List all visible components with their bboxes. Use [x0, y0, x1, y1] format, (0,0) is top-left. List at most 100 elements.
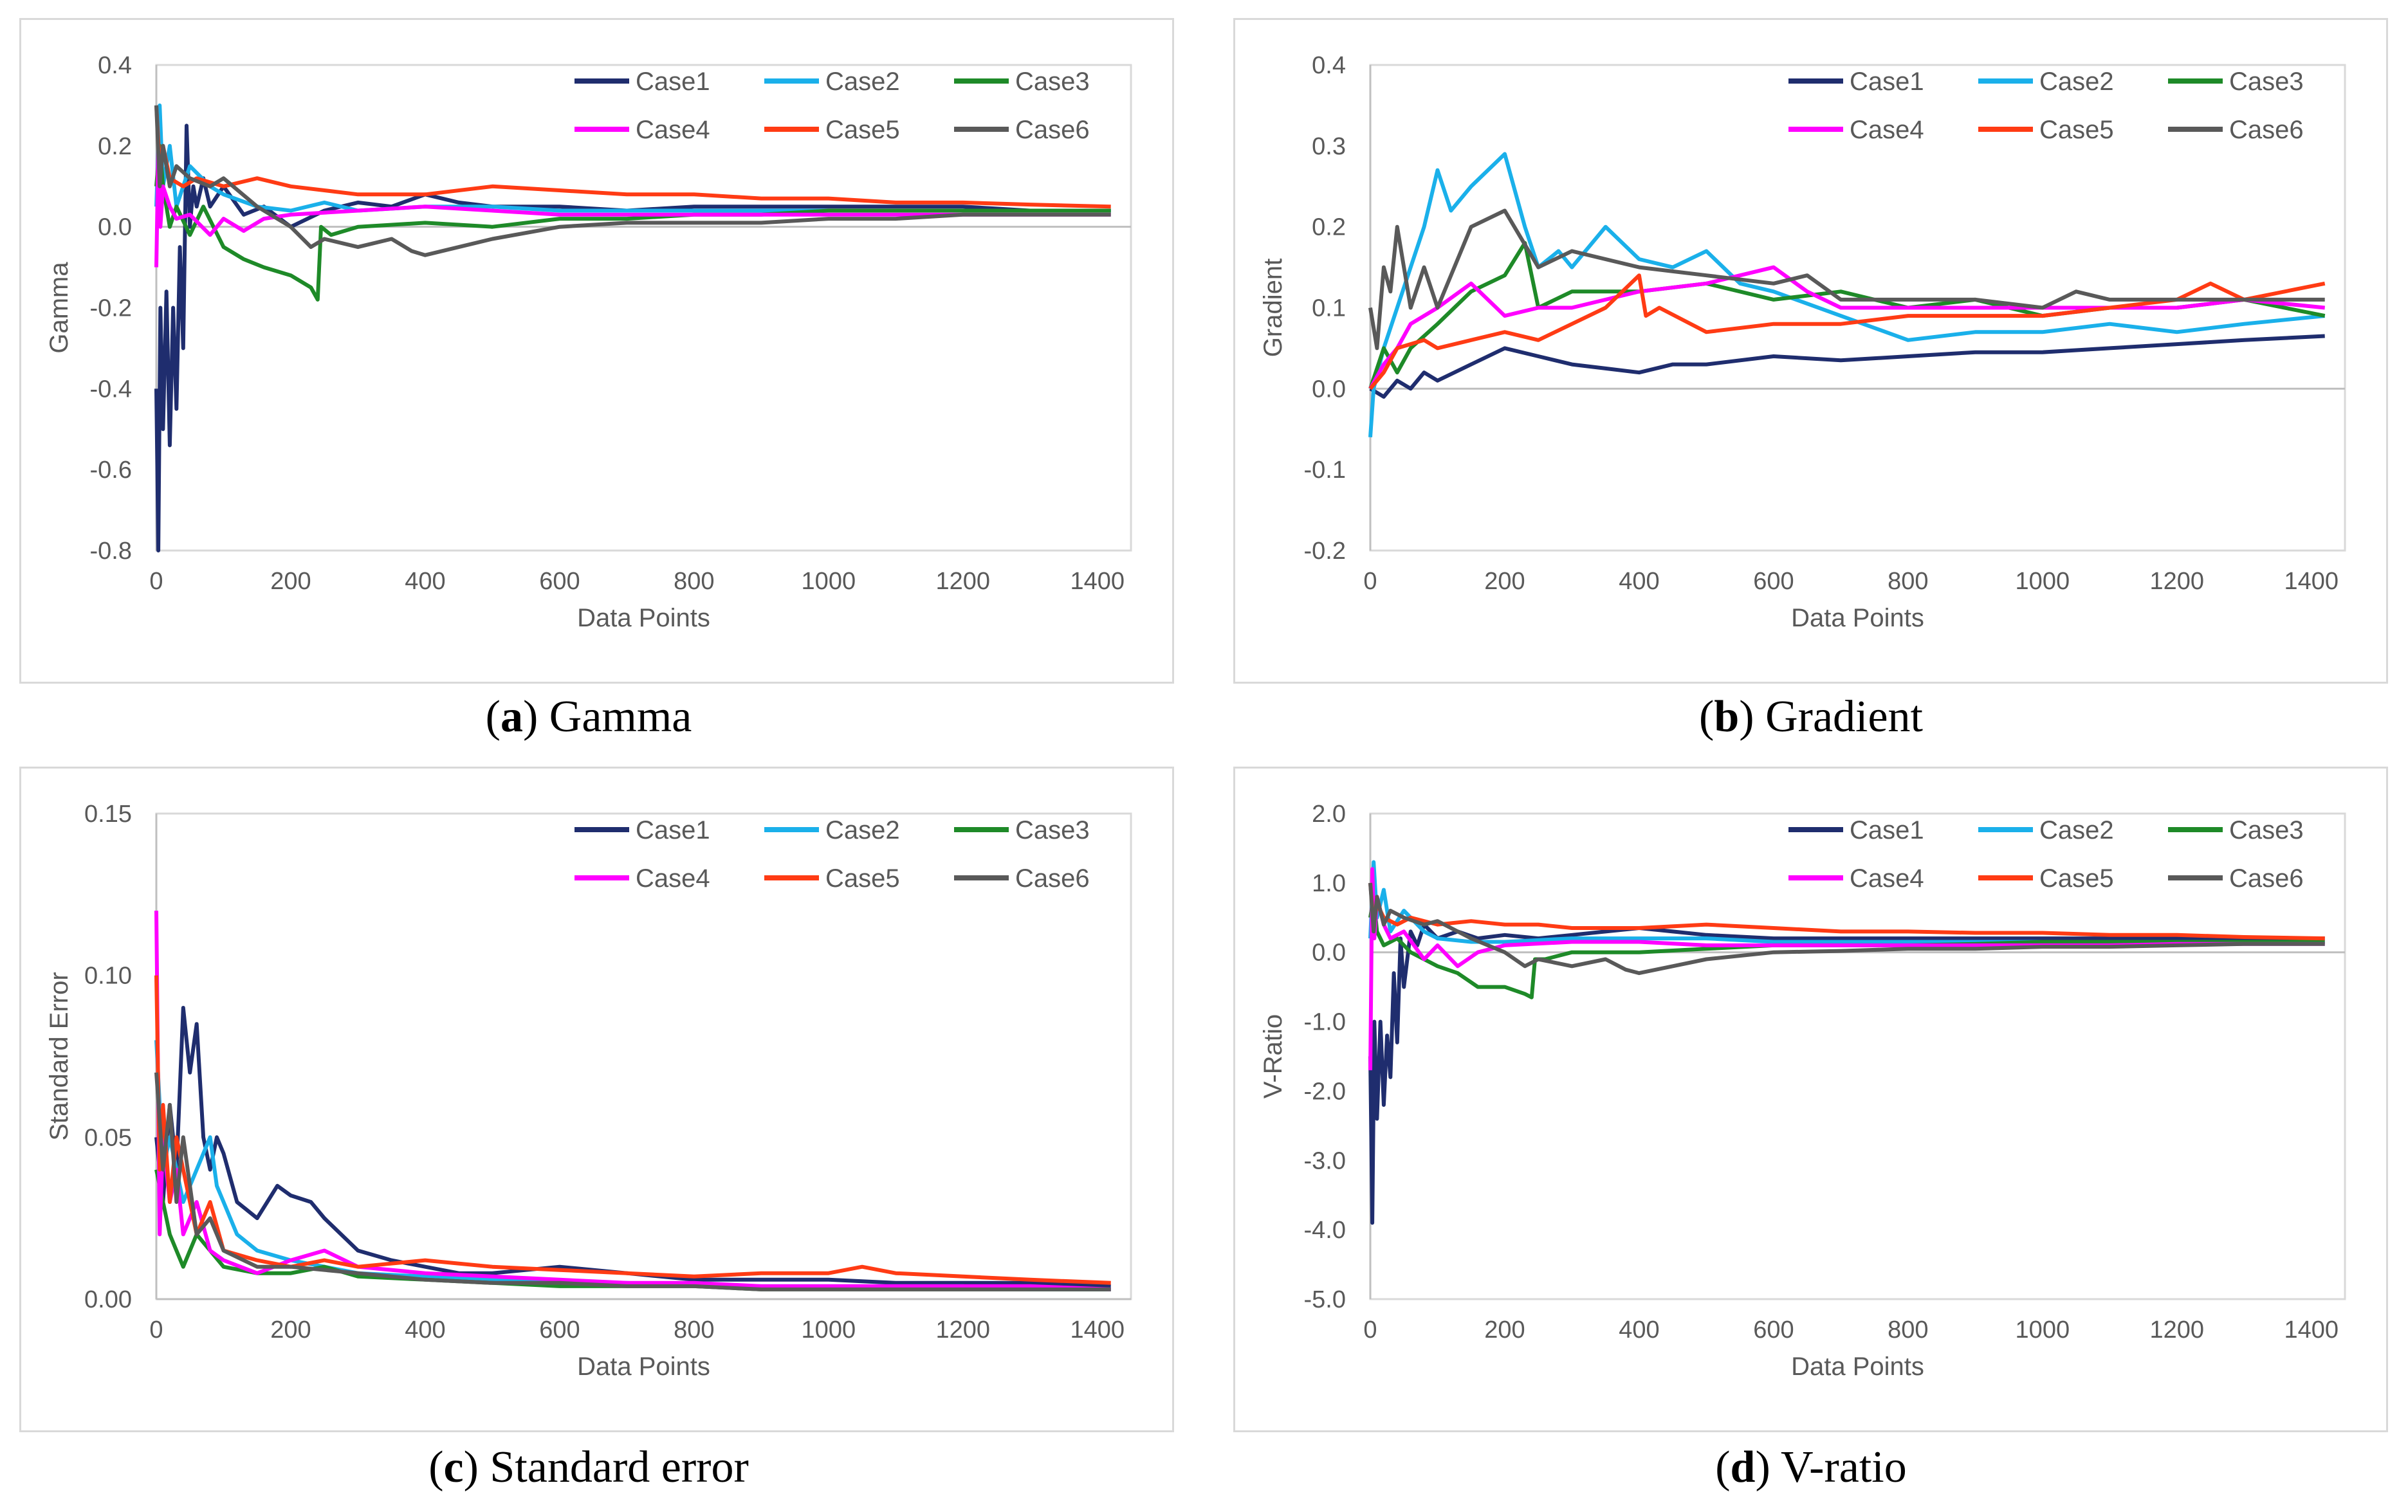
caption-a: (a) Gamma — [485, 692, 692, 742]
y-tick-label: 0.0 — [98, 214, 132, 241]
series-line-case6 — [1368, 882, 2325, 976]
y-tick-label: 0.0 — [1312, 376, 1346, 403]
legend-label: Case4 — [1850, 116, 1924, 144]
y-axis-label: Gradient — [1259, 259, 1287, 357]
x-tick-label: 1200 — [2150, 1316, 2205, 1343]
series-line-case5 — [154, 105, 1111, 209]
x-tick-label: 600 — [539, 568, 580, 595]
series-line-case3 — [154, 1169, 1111, 1291]
legend-label: Case6 — [1015, 116, 1090, 144]
x-tick-label: 200 — [270, 568, 311, 595]
legend-label: Case2 — [2039, 816, 2114, 844]
x-tick-label: 800 — [1888, 568, 1928, 595]
y-tick-label: 0.4 — [98, 52, 132, 79]
legend-label: Case4 — [1850, 864, 1924, 893]
y-tick-label: 0.00 — [84, 1286, 132, 1313]
x-tick-label: 0 — [149, 568, 163, 595]
x-tick-label: 1400 — [2284, 568, 2339, 595]
x-tick-label: 200 — [1484, 1316, 1525, 1343]
series-line-case4 — [1368, 867, 2325, 1071]
x-tick-label: 1000 — [802, 1316, 856, 1343]
chart-panel-b: -0.2 -0.1 0.0 0.1 0.2 0.3 0.4 0 200 400 600 800 1000… — [1233, 18, 2388, 684]
series-line-case2 — [1368, 152, 2325, 438]
x-axis-label: Data Points — [1791, 604, 1924, 632]
x-tick-label: 1400 — [1070, 1316, 1125, 1343]
y-tick-label: -0.8 — [90, 538, 132, 565]
series-line-case5 — [154, 975, 1111, 1285]
legend-label: Case1 — [636, 816, 710, 844]
caption-b: (b) Gradient — [1699, 692, 1923, 742]
legend-label: Case1 — [1850, 68, 1924, 96]
caption-c: (c) Standard error — [428, 1443, 749, 1492]
x-tick-label: 600 — [1753, 568, 1794, 595]
series-line-case3 — [1368, 241, 2326, 390]
x-tick-label: 400 — [405, 568, 445, 595]
x-tick-label: 1400 — [1070, 568, 1125, 595]
y-tick-label: -0.4 — [90, 376, 132, 403]
x-tick-label: 1200 — [936, 1316, 991, 1343]
legend-label: Case6 — [2229, 116, 2304, 144]
x-tick-label: 0 — [1363, 568, 1377, 595]
y-tick-label: -2.0 — [1304, 1078, 1346, 1105]
x-axis-label: Data Points — [1791, 1353, 1924, 1381]
x-tick-label: 1200 — [2150, 568, 2205, 595]
chart-panel-a: -0.8 -0.6 -0.4 -0.2 0.0 0.2 0.4 0 200 400 600 800 10… — [19, 18, 1174, 684]
chart-svg-a: -0.8 -0.6 -0.4 -0.2 0.0 0.2 0.4 0 200 400 600 800 10… — [45, 52, 1132, 632]
y-tick-label: 0.0 — [1312, 940, 1346, 967]
x-tick-label: 400 — [405, 1316, 445, 1343]
x-tick-label: 800 — [1888, 1316, 1928, 1343]
x-tick-label: 200 — [1484, 568, 1525, 595]
legend-label: Case3 — [1015, 68, 1090, 96]
y-tick-label: -0.2 — [1304, 538, 1346, 565]
y-tick-label: -5.0 — [1304, 1286, 1346, 1313]
y-tick-label: 0.10 — [84, 963, 132, 990]
y-tick-label: 0.1 — [1312, 295, 1346, 322]
y-axis-label: Gamma — [45, 262, 73, 354]
x-tick-label: 1000 — [2016, 568, 2070, 595]
legend-label: Case2 — [825, 816, 900, 844]
x-tick-label: 0 — [149, 1316, 163, 1343]
legend-label: Case6 — [2229, 864, 2304, 893]
chart-panel-d: -5.0 -4.0 -3.0 -2.0 -1.0 0.0 1.0 2.0 0 200 400 600 8… — [1233, 767, 2388, 1432]
series-line-case1 — [1369, 334, 2325, 399]
legend-label: Case5 — [2039, 864, 2114, 893]
x-tick-label: 800 — [674, 1316, 714, 1343]
legend-label: Case1 — [1850, 816, 1924, 844]
legend-label: Case4 — [636, 864, 710, 893]
x-tick-label: 800 — [674, 568, 714, 595]
x-tick-label: 600 — [539, 1316, 580, 1343]
chart-panel-c: 0.00 0.05 0.10 0.15 0 200 400 600 800 1000 1200 140… — [19, 767, 1174, 1432]
x-tick-label: 200 — [270, 1316, 311, 1343]
y-tick-label: -0.6 — [90, 457, 132, 484]
x-axis-label: Data Points — [577, 604, 710, 632]
series-line-case1 — [154, 123, 1111, 552]
y-tick-label: 0.05 — [84, 1124, 132, 1151]
x-tick-label: 1200 — [936, 568, 991, 595]
x-tick-label: 400 — [1619, 568, 1659, 595]
y-tick-label: 0.2 — [1312, 214, 1346, 241]
legend-label: Case2 — [2039, 68, 2114, 96]
caption-d: (d) V-ratio — [1715, 1443, 1907, 1492]
series-line-case2 — [154, 1040, 1111, 1291]
y-tick-label: -4.0 — [1304, 1217, 1346, 1244]
x-tick-label: 1000 — [802, 568, 856, 595]
y-axis-label: V-Ratio — [1259, 1014, 1287, 1098]
series-line-case6 — [1368, 208, 2325, 351]
y-tick-label: 0.3 — [1312, 133, 1346, 160]
y-tick-label: 0.15 — [84, 801, 132, 828]
series-line-case5 — [1368, 273, 2326, 390]
series-line-case4 — [154, 910, 1111, 1291]
x-axis-label: Data Points — [577, 1353, 710, 1381]
legend-label: Case6 — [1015, 864, 1090, 893]
x-tick-label: 600 — [1753, 1316, 1794, 1343]
legend-label: Case1 — [636, 68, 710, 96]
y-tick-label: 0.4 — [1312, 52, 1346, 79]
series-line-case4 — [1368, 265, 2325, 390]
legend-label: Case5 — [825, 116, 900, 144]
y-tick-label: 2.0 — [1312, 801, 1346, 828]
y-axis-label: Standard Error — [45, 972, 73, 1140]
legend-label: Case5 — [2039, 116, 2114, 144]
legend-label: Case5 — [825, 864, 900, 893]
chart-svg-b: -0.2 -0.1 0.0 0.1 0.2 0.3 0.4 0 200 400 600 800 1000… — [1259, 52, 2346, 632]
legend-label: Case3 — [1015, 816, 1090, 844]
